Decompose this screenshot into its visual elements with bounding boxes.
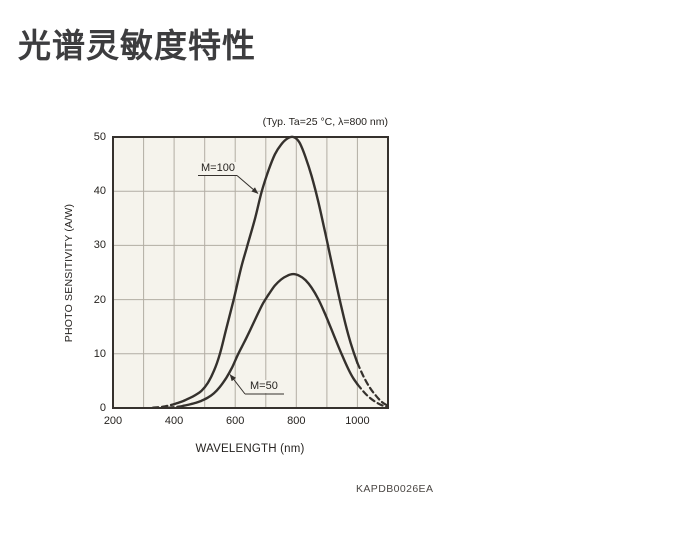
m50-curve-label: M=50 <box>248 380 280 393</box>
x-tick-label: 400 <box>164 415 184 427</box>
plot-canvas <box>112 135 390 409</box>
chart-condition-note: (Typ. Ta=25 °C, λ=800 nm) <box>262 116 388 128</box>
curve-group <box>151 135 390 409</box>
x-tick-label: 800 <box>287 415 306 427</box>
y-axis-title: PHOTO SENSITIVITY (A/W) <box>63 203 75 343</box>
y-tick-label: 0 <box>99 402 106 414</box>
series-m50-solid <box>182 272 359 407</box>
plot-frame <box>112 136 389 409</box>
figure-code: KAPDB0026EA <box>356 483 434 495</box>
m50-leader-arrow <box>229 374 284 395</box>
plot-background <box>113 137 388 408</box>
series-m50-dashed <box>356 383 390 409</box>
y-tick-label: 50 <box>93 131 106 143</box>
m100-curve-label: M=100 <box>199 162 237 175</box>
m100-leader-arrow <box>198 175 259 194</box>
y-tick-label: 40 <box>93 185 106 198</box>
y-tick-label: 10 <box>93 347 106 360</box>
grid-lines <box>113 137 388 408</box>
page-title: 光谱灵敏度特性 <box>18 27 256 64</box>
x-tick-label: 600 <box>226 415 245 427</box>
y-tick-label: 30 <box>93 239 106 252</box>
x-tick-label: 1000 <box>345 415 370 427</box>
y-tick-label: 20 <box>93 293 106 306</box>
x-axis-title: WAVELENGTH (nm) <box>195 443 305 455</box>
series-m100-solid <box>169 135 359 407</box>
spectral-sensitivity-chart: M=100 M=50 0 10 20 30 40 50 200 400 600 800 1000 <box>94 131 390 427</box>
x-tick-label: 200 <box>103 415 123 427</box>
series-m100-dashed <box>356 361 390 407</box>
